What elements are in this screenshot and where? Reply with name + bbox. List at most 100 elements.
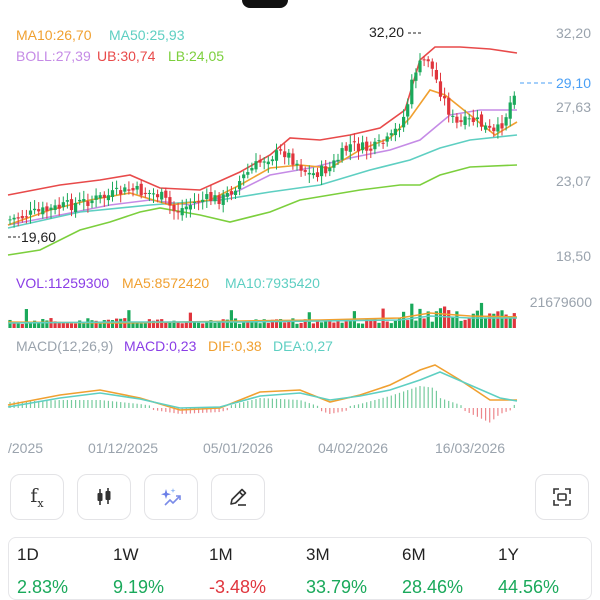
volume-bar bbox=[492, 313, 496, 328]
macd-histogram-bar bbox=[70, 400, 73, 408]
bollinger-lower-line bbox=[7, 164, 518, 256]
candle-body bbox=[123, 187, 127, 192]
candle-body bbox=[201, 199, 205, 203]
candle-body bbox=[176, 211, 180, 213]
volume-bar bbox=[447, 310, 451, 328]
candle-body bbox=[348, 144, 352, 152]
macd-histogram-bar bbox=[333, 408, 335, 414]
macd-histogram-bar bbox=[439, 398, 442, 408]
ma50-line bbox=[7, 134, 518, 229]
macd-histogram-bar bbox=[50, 400, 52, 408]
candle-body bbox=[430, 61, 434, 69]
volume-bar bbox=[74, 323, 78, 328]
macd-histogram-bar bbox=[275, 398, 278, 408]
macd-histogram-bar bbox=[226, 408, 228, 411]
period-1y[interactable]: 1Y bbox=[498, 545, 519, 564]
volume-bar bbox=[336, 320, 340, 328]
macd-histogram-bar bbox=[218, 408, 220, 413]
macd-histogram-bar bbox=[366, 402, 368, 408]
candle-body bbox=[443, 96, 447, 99]
candle-body bbox=[385, 136, 389, 142]
macd-histogram-bar bbox=[472, 408, 474, 415]
volume-bar bbox=[82, 323, 86, 328]
volume-bar bbox=[172, 320, 176, 328]
candle-body bbox=[24, 216, 28, 218]
candle-body bbox=[229, 191, 233, 195]
volume-bar bbox=[266, 322, 270, 328]
fullscreen-button[interactable] bbox=[535, 474, 589, 520]
candle-body bbox=[65, 200, 69, 202]
candle-body bbox=[352, 141, 356, 143]
macd-histogram-bar bbox=[325, 408, 327, 413]
macd-histogram-bar bbox=[468, 408, 470, 413]
legend-vol-ma5: MA5:8572420 bbox=[122, 275, 209, 291]
period-1m[interactable]: 1M bbox=[209, 545, 233, 564]
candle-body bbox=[8, 219, 12, 221]
macd-histogram-bar bbox=[255, 399, 257, 408]
macd-histogram-bar bbox=[177, 408, 179, 414]
candle-body bbox=[250, 167, 254, 171]
macd-histogram-bar bbox=[132, 403, 134, 408]
candlestick-chart[interactable]: MA10:26,70 MA50:25,93 BOLL:27,39 UB:30,7… bbox=[0, 0, 600, 465]
ai-analysis-button[interactable] bbox=[144, 474, 198, 520]
legend-macd: MACD:0,23 bbox=[124, 338, 197, 354]
price-tick-top: 32,20 bbox=[556, 25, 591, 41]
legend-macd-params: MACD(12,26,9) bbox=[16, 338, 113, 354]
candle-body bbox=[94, 195, 98, 200]
macd-histogram-bar bbox=[501, 408, 503, 414]
volume-bar bbox=[201, 323, 205, 328]
volume-bar bbox=[184, 322, 188, 328]
volume-bar bbox=[328, 319, 332, 328]
volume-bar bbox=[20, 323, 24, 328]
volume-bar bbox=[135, 322, 139, 328]
candle-body bbox=[389, 133, 393, 136]
volume-bar bbox=[496, 311, 500, 328]
candle-body bbox=[90, 200, 94, 204]
candle-body bbox=[369, 148, 373, 151]
macd-histogram-bar bbox=[91, 400, 93, 408]
macd-histogram-bar bbox=[267, 398, 269, 408]
volume-panel bbox=[7, 302, 518, 328]
candle-body bbox=[438, 81, 443, 97]
macd-histogram-bar bbox=[189, 408, 191, 414]
volume-bar bbox=[315, 320, 320, 328]
macd-histogram-bar bbox=[169, 408, 171, 413]
volume-bar bbox=[131, 322, 135, 328]
candle-body bbox=[127, 189, 131, 191]
macd-histogram-bar bbox=[247, 401, 249, 408]
change-1y: 44.56% bbox=[498, 577, 560, 597]
period-3m[interactable]: 3M bbox=[306, 545, 330, 564]
macd-histogram-bar bbox=[239, 403, 241, 408]
drawing-tool-button[interactable] bbox=[211, 474, 265, 520]
macd-histogram-bar bbox=[128, 402, 130, 408]
macd-histogram-bar bbox=[316, 405, 319, 408]
macd-panel bbox=[7, 364, 518, 423]
chart-type-button[interactable] bbox=[77, 474, 131, 520]
candle-body bbox=[287, 152, 291, 158]
candle-body bbox=[49, 207, 53, 211]
indicator-function-button[interactable]: fx bbox=[10, 474, 64, 520]
volume-bar bbox=[197, 322, 201, 328]
macd-histogram-bar bbox=[54, 400, 56, 408]
macd-histogram-bar bbox=[312, 404, 314, 408]
candle-body bbox=[336, 159, 340, 162]
macd-histogram-bar bbox=[390, 395, 392, 408]
period-1w[interactable]: 1W bbox=[113, 545, 139, 564]
candlestick-icon bbox=[97, 488, 111, 505]
candle-body bbox=[426, 59, 430, 62]
candle-body bbox=[197, 201, 201, 203]
macd-histogram-bar bbox=[13, 401, 15, 408]
candle-body bbox=[139, 183, 143, 196]
period-1d[interactable]: 1D bbox=[17, 545, 39, 564]
period-6m[interactable]: 6M bbox=[402, 545, 426, 564]
volume-bar bbox=[287, 321, 291, 328]
volume-bar bbox=[463, 319, 467, 328]
macd-histogram-bar bbox=[46, 400, 48, 408]
candle-body bbox=[156, 194, 160, 198]
candle-body bbox=[307, 172, 311, 175]
candle-body bbox=[221, 194, 225, 205]
candle-body bbox=[418, 60, 422, 73]
macd-histogram-bar bbox=[411, 388, 413, 408]
macd-histogram-bar bbox=[460, 405, 462, 408]
macd-histogram-bar bbox=[435, 390, 437, 408]
